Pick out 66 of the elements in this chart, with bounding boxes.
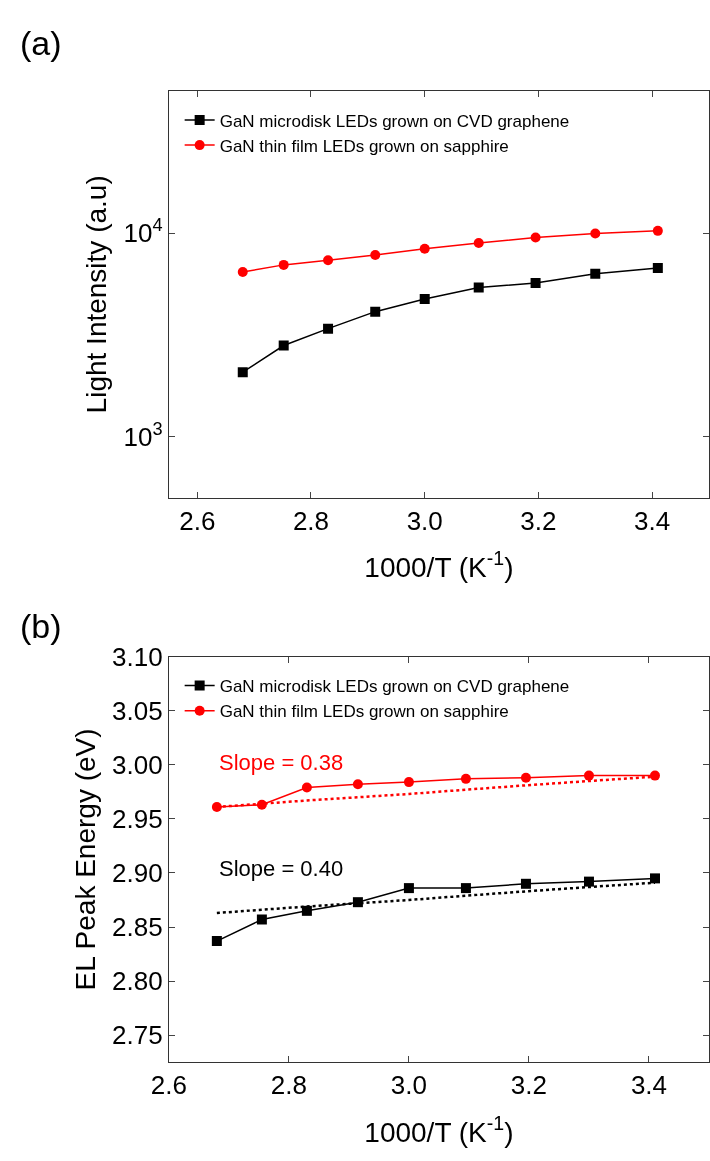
x-tick-label: 3.4 (634, 505, 671, 536)
legend-label: GaN microdisk LEDs grown on CVD graphene (219, 111, 570, 131)
point (473, 237, 484, 248)
y-tick-label: 2.85 (112, 912, 163, 943)
x-axis-title: 1000/T (K$^{-1}$) (364, 547, 514, 583)
point (520, 772, 531, 783)
y-axis-title: EL Peak Energy (eV) (69, 728, 101, 991)
chart-title: (b) (20, 607, 62, 645)
x-tick-label: 2.8 (292, 505, 330, 536)
point (460, 773, 471, 784)
point (352, 779, 363, 790)
y-tick-label: 2.80 (112, 966, 163, 997)
point (649, 873, 660, 884)
point (403, 883, 414, 894)
y-tick-label: 2.95 (112, 803, 163, 834)
point (583, 770, 594, 781)
point (256, 914, 267, 925)
point (652, 225, 663, 236)
point (278, 259, 289, 270)
point (530, 232, 541, 243)
y-tick-label: 2.90 (112, 858, 163, 889)
point (301, 905, 312, 916)
point (590, 268, 601, 279)
point (278, 340, 289, 351)
point (403, 777, 414, 788)
y-tick-label: 3.05 (112, 695, 163, 726)
point (590, 228, 601, 239)
x-axis-title: 1000/T (K$^{-1}$) (364, 1111, 514, 1148)
point (211, 936, 222, 947)
point (370, 306, 381, 317)
x-tick-label: 2.6 (150, 1070, 187, 1101)
legend-label: GaN thin film LEDs grown on sapphire (219, 702, 509, 722)
point (530, 278, 541, 289)
point (652, 262, 663, 273)
chart-title: (a) (20, 24, 62, 62)
y-axis-title: Light Intensity (a.u) (81, 175, 113, 414)
point (323, 323, 334, 334)
point (370, 249, 381, 260)
point (473, 282, 484, 293)
point (649, 770, 660, 781)
point (211, 801, 222, 812)
legend-label: GaN microdisk LEDs grown on CVD graphene (219, 677, 570, 697)
point (419, 294, 430, 305)
y-tick-label: 10$^{4}$ (123, 215, 163, 249)
point (583, 876, 594, 887)
y-tick-label: 3.10 (112, 641, 163, 672)
y-tick-label: 3.00 (112, 749, 163, 780)
x-tick-label: 3.0 (406, 505, 443, 536)
point (460, 883, 471, 894)
point (237, 367, 248, 378)
point (520, 878, 531, 889)
point (237, 267, 248, 277)
x-tick-label: 3.4 (630, 1070, 668, 1101)
annotation: Slope = 0.40 (219, 856, 344, 881)
x-tick-label: 2.8 (270, 1070, 307, 1101)
y-tick-label: 2.75 (112, 1020, 163, 1051)
point (301, 782, 312, 793)
x-tick-label: 3.2 (510, 1070, 548, 1101)
annotation: Slope = 0.38 (219, 750, 344, 775)
x-tick-label: 3.2 (520, 505, 557, 536)
point (323, 255, 334, 266)
x-tick-label: 3.0 (390, 1070, 427, 1101)
x-tick-label: 2.6 (179, 505, 216, 536)
legend-label: GaN thin film LEDs grown on sapphire (219, 136, 509, 156)
point (419, 243, 430, 254)
y-tick-label: 10$^{3}$ (123, 418, 163, 452)
